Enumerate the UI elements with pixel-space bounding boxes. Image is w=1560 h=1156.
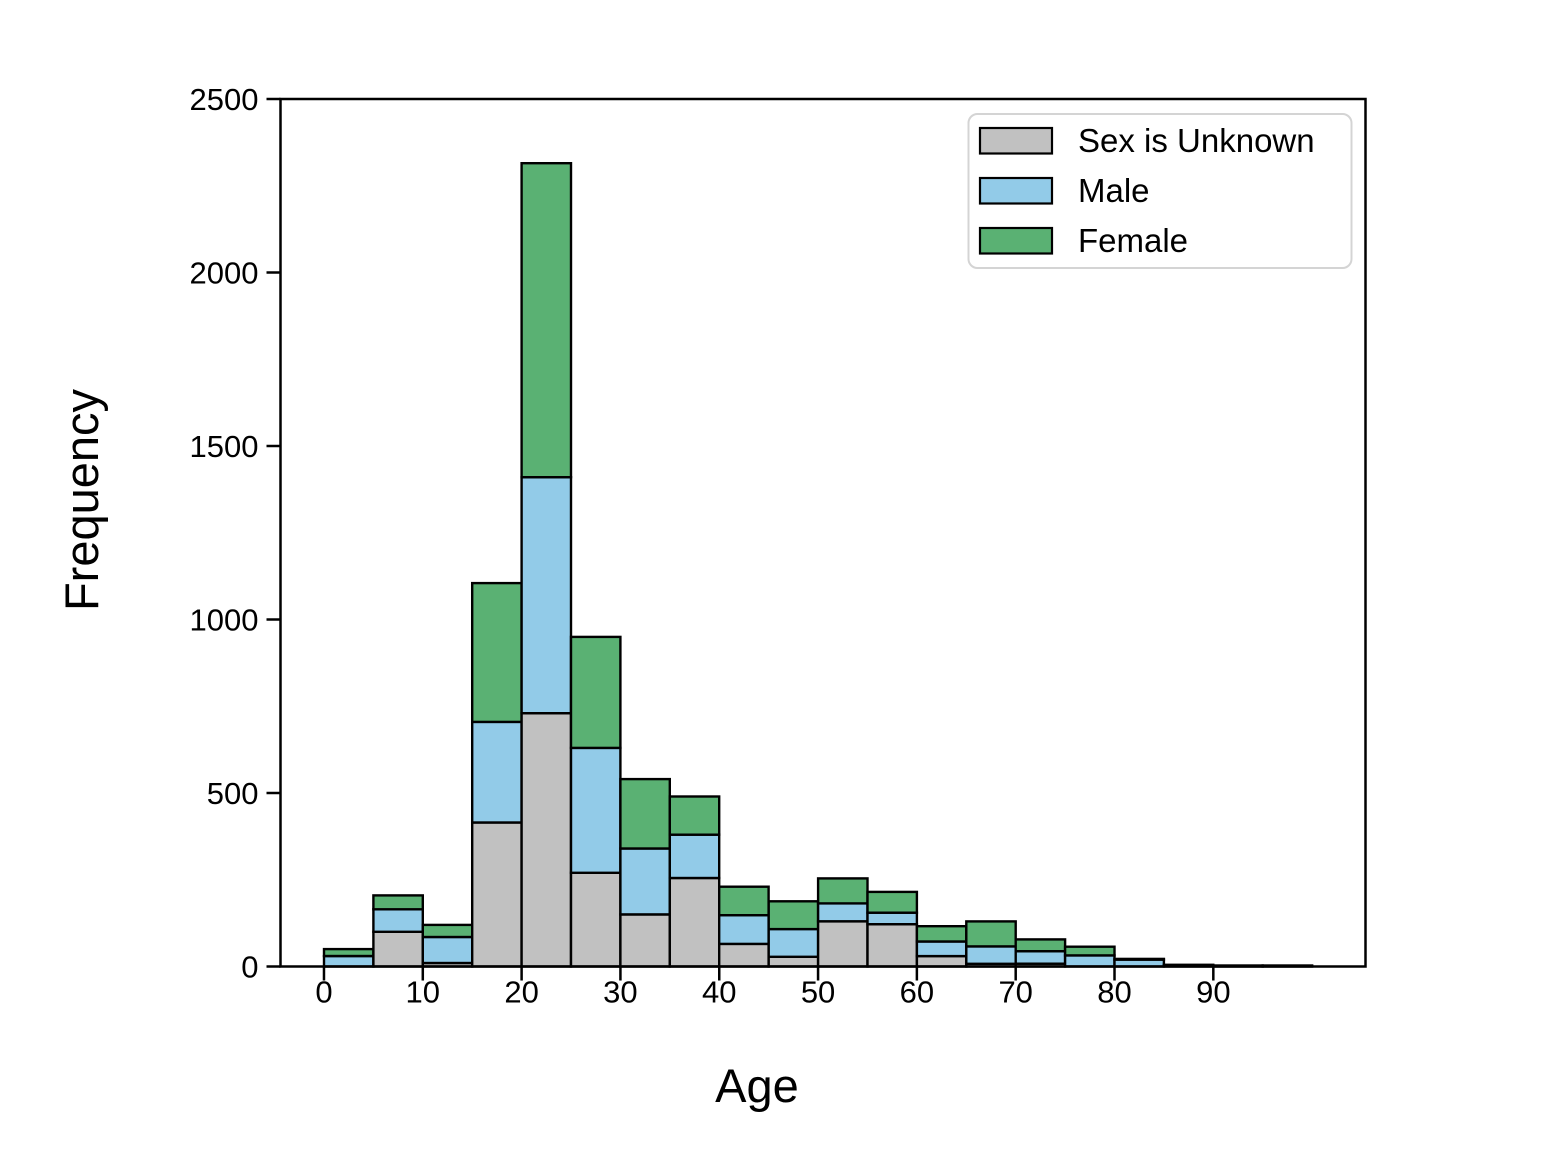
bar-segment: [520, 476, 573, 715]
bar-segment: [372, 894, 424, 911]
y-axis-label: Frequency: [55, 388, 108, 611]
bar-segment: [569, 635, 622, 750]
y-tick-label: 1500: [190, 429, 259, 464]
x-tick-label: 10: [406, 975, 440, 1010]
bar-segment: [1014, 938, 1067, 953]
bar-segment: [322, 947, 375, 958]
bar-segment: [569, 871, 622, 968]
legend-swatch-unknown: [978, 126, 1054, 155]
bar-segment: [816, 920, 869, 968]
bar-segment: [619, 777, 672, 850]
bar-segment: [816, 902, 869, 923]
bar-segment: [471, 821, 523, 968]
bar-segment: [520, 161, 573, 479]
y-tick-label: 0: [241, 950, 258, 985]
bar-segment: [421, 935, 474, 965]
x-tick-label: 60: [900, 975, 934, 1010]
plot-area-frame: [279, 97, 1367, 968]
x-tick-label: 40: [702, 975, 736, 1010]
y-tick-label: 500: [207, 776, 259, 811]
x-axis-label: Age: [715, 1059, 799, 1112]
x-tick-label: 80: [1097, 975, 1131, 1010]
bar-segment: [1063, 954, 1116, 968]
y-tick-label: 2500: [190, 82, 259, 117]
bar-segment: [668, 795, 721, 836]
x-axis-ticks: 0 10 20 30 40 50 60 70 80 90: [315, 966, 1231, 1010]
bar-segment: [668, 876, 721, 968]
bar-segment: [767, 900, 820, 931]
legend-label-unknown: Sex is Unknown: [1078, 122, 1315, 159]
bar-segment: [421, 923, 474, 939]
bar-segment: [1063, 945, 1116, 957]
bar-segment: [965, 920, 1017, 948]
x-tick-label: 70: [998, 975, 1032, 1010]
bar-segment: [471, 581, 523, 724]
x-tick-label: 50: [801, 975, 835, 1010]
bar-segment: [767, 955, 820, 968]
bar-segment: [1113, 957, 1166, 961]
y-tick-label: 2000: [190, 256, 259, 291]
bar-segment: [866, 890, 919, 914]
legend: Sex is Unknown Male Female: [967, 113, 1353, 269]
bar-segment: [915, 954, 968, 968]
bar-segment: [569, 746, 622, 875]
bar-segment: [915, 925, 968, 943]
legend-label-female: Female: [1078, 222, 1188, 259]
bar-segment: [322, 954, 375, 968]
x-tick-label: 90: [1196, 975, 1230, 1010]
y-tick-label: 1000: [190, 603, 259, 638]
bar-segment: [1014, 950, 1067, 965]
x-tick-label: 0: [315, 975, 332, 1010]
bar-segment: [767, 927, 820, 958]
legend-box: [967, 113, 1353, 269]
bar-segment: [668, 833, 721, 880]
bar-segment: [866, 923, 919, 968]
bar-segment: [915, 940, 968, 958]
bar-segment: [718, 913, 770, 946]
bars-layer: [322, 161, 1314, 968]
bar-segment: [619, 913, 672, 968]
bar-segment: [718, 942, 770, 968]
x-tick-label: 20: [504, 975, 538, 1010]
bar-segment: [866, 911, 919, 926]
legend-label-male: Male: [1078, 172, 1150, 209]
legend-swatch-male: [978, 176, 1054, 205]
x-tick-label: 30: [603, 975, 637, 1010]
legend-swatch-female: [978, 226, 1054, 255]
bar-segment: [619, 847, 672, 916]
bar-segment: [718, 885, 770, 917]
bar-segment: [816, 877, 869, 905]
bar-segment: [965, 945, 1017, 966]
bar-segment: [520, 712, 573, 968]
bar-segment: [372, 908, 424, 934]
bar-segment: [372, 930, 424, 968]
bar-segment: [471, 720, 523, 824]
y-axis-ticks: 0 500 1000 1500 2000 2500: [190, 82, 281, 985]
